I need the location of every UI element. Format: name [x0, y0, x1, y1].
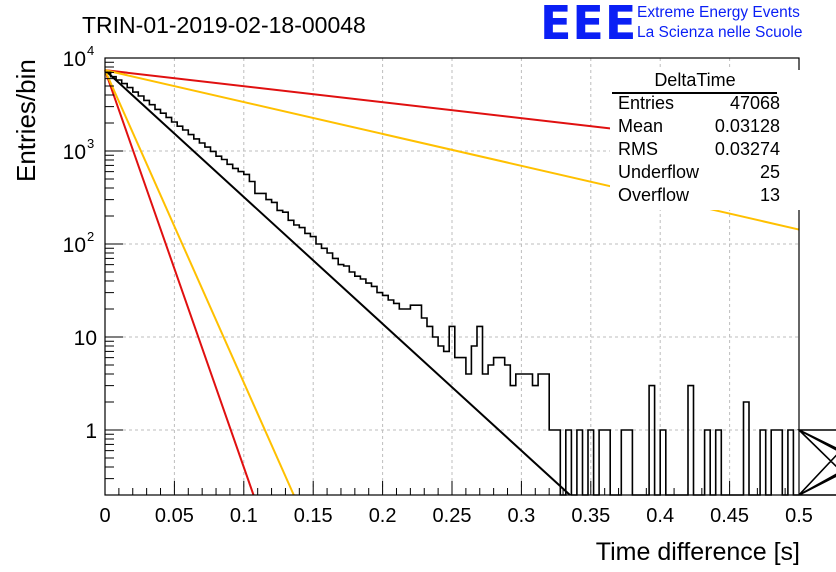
histogram-series — [105, 71, 836, 496]
stats-label: Mean — [618, 116, 664, 136]
x-tick-label: 0.4 — [646, 505, 674, 527]
x-tick-label: 0.15 — [294, 505, 333, 527]
histogram-outline — [105, 71, 836, 496]
stats-divider — [612, 92, 777, 94]
stats-value: 25 — [759, 162, 780, 182]
y-axis-label: Entries/bin — [11, 59, 41, 182]
fit-line — [104, 69, 295, 496]
stats-value: 47068 — [729, 93, 780, 113]
y-tick-exponent: 2 — [87, 229, 94, 244]
x-tick-label: 0.2 — [369, 505, 397, 527]
y-tick-exponent: 4 — [87, 43, 94, 58]
fit-lines — [104, 69, 800, 496]
stats-label: Overflow — [618, 185, 690, 205]
chart-title: TRIN-01-2019-02-18-00048 — [82, 12, 366, 38]
stats-title: DeltaTime — [654, 70, 736, 90]
y-tick-label: 10 — [63, 234, 86, 257]
stats-value: 0.03274 — [714, 139, 780, 159]
eee-logo: EEE — [540, 0, 638, 50]
stats-row-rms: RMS 0.03274 — [618, 139, 780, 162]
logo-caption-line2: La Scienza nelle Scuole — [637, 24, 803, 41]
stats-value: 13 — [759, 185, 780, 205]
axis-ticks: 0 0.05 0.1 0.15 0.2 0.25 0.3 0.35 0.4 0.45 0.5 1 10 1… — [63, 43, 813, 527]
x-axis-label: Time difference [s] — [596, 538, 800, 566]
fit-line — [104, 69, 255, 496]
stats-row-overflow: Overflow 13 — [618, 185, 780, 208]
x-tick-label: 0.05 — [155, 505, 194, 527]
x-tick-label: 0.1 — [230, 505, 258, 527]
x-tick-label: 0.3 — [507, 505, 535, 527]
stats-label: Entries — [618, 93, 675, 113]
stats-value: 0.03128 — [714, 116, 780, 136]
y-tick-label: 1 — [85, 420, 97, 443]
logo-caption-line1: Extreme Energy Events — [637, 4, 800, 21]
x-tick-label: 0.35 — [571, 505, 610, 527]
x-tick-label: 0.25 — [433, 505, 472, 527]
y-tick-label: 10 — [63, 141, 86, 164]
stats-box: DeltaTime Entries 47068 Mean 0.03128 RMS… — [610, 70, 810, 210]
fit-line — [104, 69, 571, 496]
y-tick-label: 10 — [74, 327, 97, 350]
y-tick-exponent: 3 — [87, 136, 94, 151]
stats-label: Underflow — [618, 162, 700, 182]
stats-row-underflow: Underflow 25 — [618, 162, 780, 185]
x-tick-label: 0.45 — [710, 505, 749, 527]
eee-logo-caption: Extreme Energy Events La Scienza nelle S… — [637, 3, 802, 43]
stats-label: RMS — [618, 139, 658, 159]
y-tick-label: 10 — [63, 48, 86, 71]
x-tick-label: 0.5 — [785, 505, 813, 527]
stats-row-mean: Mean 0.03128 — [618, 116, 780, 139]
stats-row-entries: Entries 47068 — [618, 93, 780, 116]
x-tick-label: 0 — [99, 505, 110, 527]
